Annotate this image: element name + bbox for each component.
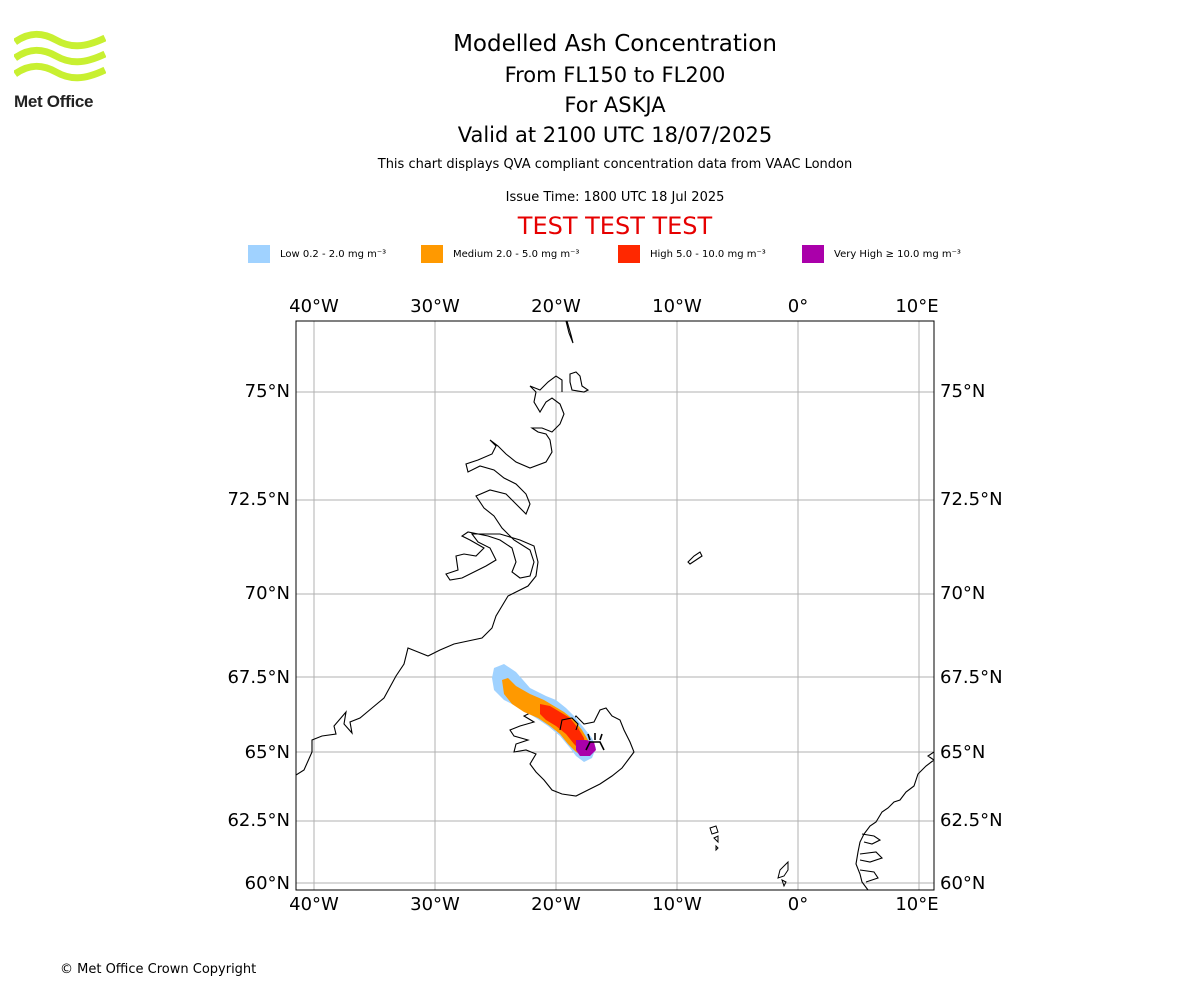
lat-label-right: 60°N — [940, 873, 985, 894]
norway-coastline — [855, 751, 934, 890]
lat-label-left: 67.5°N — [227, 667, 290, 688]
iceland-coastline — [509, 707, 635, 797]
legend-swatch-low — [248, 245, 270, 263]
valid-time: Valid at 2100 UTC 18/07/2025 — [457, 123, 773, 147]
lon-label-top: 20°W — [531, 296, 581, 317]
test-banner: TEST TEST TEST — [517, 212, 713, 240]
lon-label-top: 0° — [788, 296, 808, 317]
lat-labels-right: 75°N 72.5°N 70°N 67.5°N 65°N 62.5°N 60°N — [940, 381, 1003, 894]
lat-label-right: 70°N — [940, 583, 985, 604]
lon-label-top: 10°W — [652, 296, 702, 317]
lat-label-left: 70°N — [245, 583, 290, 604]
lat-label-right: 62.5°N — [940, 810, 1003, 831]
lat-label-left: 75°N — [245, 381, 290, 402]
lon-label-top: 10°E — [895, 296, 938, 317]
shetland-islands — [777, 860, 789, 888]
logo-wordmark: Met Office — [14, 92, 94, 111]
legend-label-medium: Medium 2.0 - 5.0 mg m⁻³ — [453, 248, 580, 260]
concentration-legend: Low 0.2 - 2.0 mg m⁻³ Medium 2.0 - 5.0 mg… — [0, 244, 1200, 264]
legend-label-high: High 5.0 - 10.0 mg m⁻³ — [650, 248, 766, 260]
legend-swatch-very-high — [802, 245, 824, 263]
lon-label-bottom: 30°W — [410, 894, 460, 915]
faroe-islands — [709, 825, 719, 852]
jan-mayen — [687, 551, 703, 565]
legend-swatch-high — [618, 245, 640, 263]
lat-labels-left: 75°N 72.5°N 70°N 67.5°N 65°N 62.5°N 60°N — [227, 381, 290, 894]
legend-label-very-high: Very High ≥ 10.0 mg m⁻³ — [834, 248, 961, 260]
lat-label-right: 67.5°N — [940, 667, 1003, 688]
flight-level-range: From FL150 to FL200 — [504, 63, 726, 87]
legend-item-very-high: Very High ≥ 10.0 mg m⁻³ — [802, 244, 961, 264]
legend-label-low: Low 0.2 - 2.0 mg m⁻³ — [280, 248, 387, 260]
map-frame — [295, 320, 935, 891]
lat-label-left: 65°N — [245, 742, 290, 763]
copyright-notice: © Met Office Crown Copyright — [60, 962, 257, 977]
lat-label-left: 62.5°N — [227, 810, 290, 831]
lon-label-bottom: 0° — [788, 894, 808, 915]
chart-description: This chart displays QVA compliant concen… — [377, 157, 853, 172]
lon-label-bottom: 10°E — [895, 894, 938, 915]
ash-very-high-region — [576, 740, 596, 756]
legend-item-medium: Medium 2.0 - 5.0 mg m⁻³ — [421, 244, 579, 264]
chart-title: Modelled Ash Concentration — [453, 31, 777, 57]
lat-label-left: 72.5°N — [227, 489, 290, 510]
lat-label-right: 75°N — [940, 381, 985, 402]
lon-label-top: 30°W — [410, 296, 460, 317]
lon-label-bottom: 20°W — [531, 894, 581, 915]
met-office-logo: Met Office — [14, 30, 106, 112]
map-gridlines — [296, 321, 934, 890]
volcano-name: For ASKJA — [564, 93, 666, 117]
legend-swatch-medium — [421, 245, 443, 263]
met-office-wave-icon — [14, 30, 106, 82]
lat-label-left: 60°N — [245, 873, 290, 894]
lat-label-right: 72.5°N — [940, 489, 1003, 510]
issue-time: Issue Time: 1800 UTC 18 Jul 2025 — [505, 190, 725, 205]
ash-high-region — [540, 704, 586, 750]
lon-label-top: 40°W — [289, 296, 339, 317]
lon-label-bottom: 10°W — [652, 894, 702, 915]
lon-labels-bottom: 40°W 30°W 20°W 10°W 0° 10°E — [289, 894, 938, 915]
lat-label-right: 65°N — [940, 742, 985, 763]
lon-label-bottom: 40°W — [289, 894, 339, 915]
legend-item-high: High 5.0 - 10.0 mg m⁻³ — [618, 244, 766, 264]
chart-title-block: Modelled Ash Concentration From FL150 to… — [300, 28, 930, 150]
iceland-north-fjord — [559, 717, 579, 731]
greenland-coastline — [296, 321, 574, 776]
greenland-island-ne — [569, 371, 590, 393]
volcano-marker-icon — [585, 733, 605, 751]
lon-labels-top: 40°W 30°W 20°W 10°W 0° 10°E — [289, 296, 938, 317]
legend-item-low: Low 0.2 - 2.0 mg m⁻³ — [248, 244, 386, 264]
